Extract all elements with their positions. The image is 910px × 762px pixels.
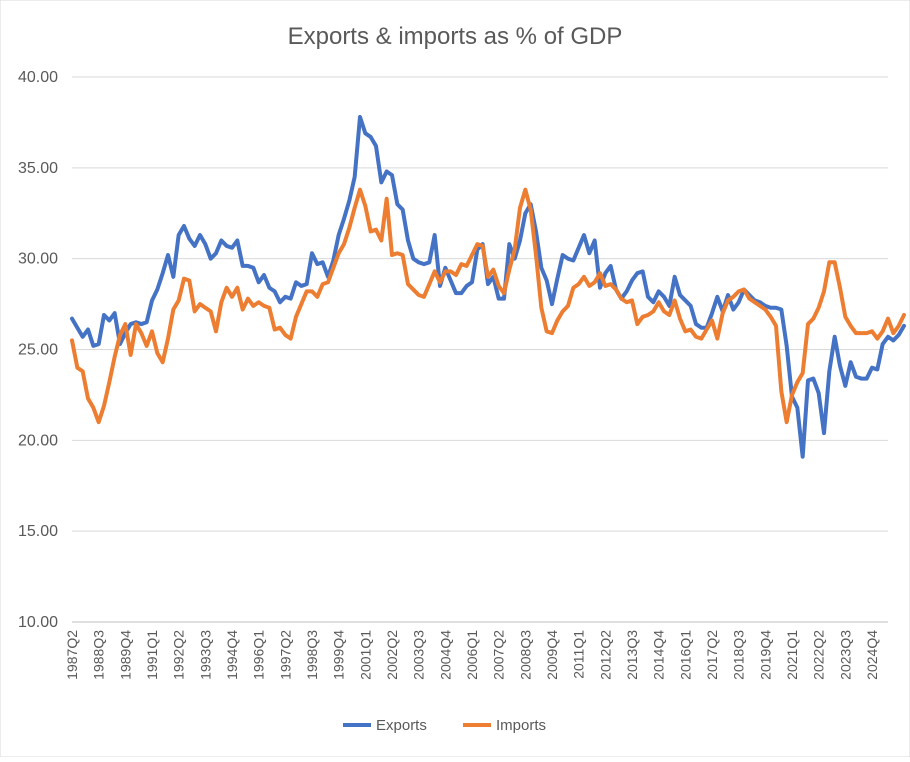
y-axis-tick-labels: 10.00 15.00 20.00 25.00 30.00 35.00 40.00: [18, 69, 58, 631]
y-tick-label: 40.00: [18, 69, 58, 86]
legend-label-imports: Imports: [496, 717, 546, 734]
x-tick-label: 1994Q4: [224, 630, 240, 680]
x-tick-label: 2009Q4: [544, 630, 560, 680]
x-tick-label: 2002Q2: [384, 630, 400, 680]
y-tick-label: 35.00: [18, 160, 58, 177]
x-tick-label: 2003Q3: [411, 630, 427, 680]
x-tick-label: 2023Q3: [837, 630, 853, 680]
x-tick-label: 2017Q2: [704, 630, 720, 680]
x-tick-label: 1993Q3: [197, 630, 213, 680]
y-tick-label: 10.00: [18, 614, 58, 631]
x-tick-label: 2014Q4: [651, 630, 667, 680]
x-axis-tick-labels: 1987Q2 1988Q3 1989Q4 1991Q1 1992Q2 1993Q3 1994…: [64, 630, 880, 680]
chart-title: Exports & imports as % of GDP: [288, 23, 623, 50]
x-tick-label: 1996Q1: [251, 630, 267, 680]
x-tick-label: 2004Q4: [437, 630, 453, 680]
series-line-imports: [70, 187, 906, 425]
legend-label-exports: Exports: [376, 717, 427, 734]
x-tick-label: 1988Q3: [91, 630, 107, 680]
x-tick-label: 2022Q2: [811, 630, 827, 680]
legend: Exports Imports: [343, 717, 546, 734]
x-tick-label: 2008Q3: [517, 630, 533, 680]
gridlines: [72, 76, 888, 623]
x-tick-label: 1991Q1: [144, 630, 160, 680]
x-tick-label: 2007Q2: [491, 630, 507, 680]
x-tick-label: 2011Q1: [571, 630, 587, 679]
x-tick-label: 1999Q4: [331, 630, 347, 680]
x-tick-label: 2006Q1: [464, 630, 480, 680]
y-tick-label: 25.00: [18, 342, 58, 359]
x-tick-label: 2024Q4: [864, 630, 880, 680]
y-tick-label: 30.00: [18, 251, 58, 268]
x-tick-label: 2021Q1: [784, 630, 800, 680]
series-lines: [70, 114, 906, 459]
series-line-exports: [70, 114, 906, 459]
y-tick-label: 20.00: [18, 432, 58, 449]
x-tick-label: 1987Q2: [64, 630, 80, 680]
y-tick-label: 15.00: [18, 523, 58, 540]
x-tick-label: 2016Q1: [677, 630, 693, 680]
x-tick-label: 2001Q1: [357, 630, 373, 680]
x-tick-label: 2012Q2: [597, 630, 613, 680]
x-tick-label: 1997Q2: [277, 630, 293, 680]
x-tick-label: 1998Q3: [304, 630, 320, 680]
x-tick-label: 2019Q4: [757, 630, 773, 680]
x-tick-label: 1989Q4: [117, 630, 133, 680]
x-tick-label: 1992Q2: [171, 630, 187, 680]
x-tick-label: 2018Q3: [731, 630, 747, 680]
x-tick-label: 2013Q3: [624, 630, 640, 680]
